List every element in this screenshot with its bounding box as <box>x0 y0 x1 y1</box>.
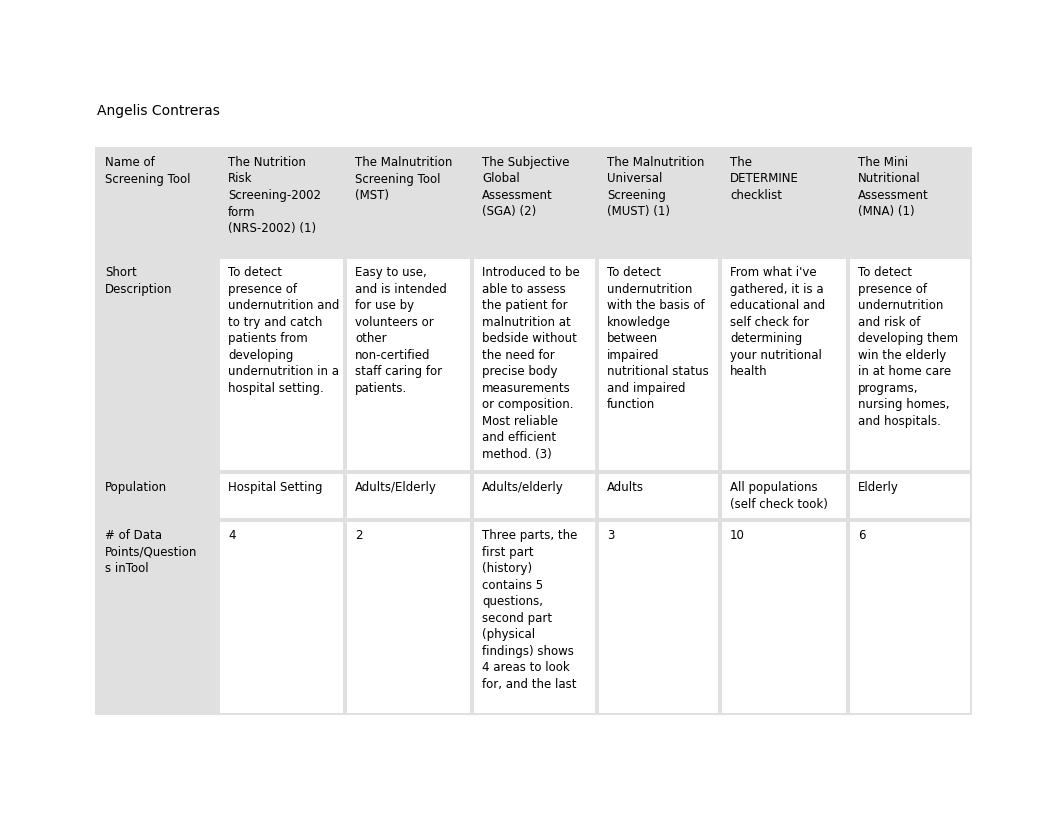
Text: 2: 2 <box>355 529 362 542</box>
Bar <box>347 522 470 713</box>
Text: The Malnutrition
Screening Tool
(MST): The Malnutrition Screening Tool (MST) <box>355 156 452 202</box>
Bar <box>474 259 595 470</box>
Text: Angelis Contreras: Angelis Contreras <box>97 104 220 118</box>
Text: 4: 4 <box>228 529 236 542</box>
Text: To detect
presence of
undernutrition
and risk of
developing them
win the elderly: To detect presence of undernutrition and… <box>858 266 958 427</box>
Bar <box>220 259 343 470</box>
Text: The
DETERMINE
checklist: The DETERMINE checklist <box>730 156 799 202</box>
Text: Introduced to be
able to assess
the patient for
malnutrition at
bedside without
: Introduced to be able to assess the pati… <box>482 266 580 460</box>
Text: Short
Description: Short Description <box>105 266 172 295</box>
Text: Population: Population <box>105 481 167 494</box>
Text: From what i've
gathered, it is a
educational and
self check for
determining
your: From what i've gathered, it is a educati… <box>730 266 825 378</box>
Bar <box>722 522 846 713</box>
Bar <box>722 474 846 518</box>
Bar <box>97 149 216 255</box>
Bar <box>850 149 970 255</box>
Text: Adults: Adults <box>607 481 644 494</box>
Bar <box>347 259 470 470</box>
Bar <box>220 149 343 255</box>
Text: 10: 10 <box>730 529 744 542</box>
Bar <box>722 259 846 470</box>
Bar <box>220 522 343 713</box>
Text: The Malnutrition
Universal
Screening
(MUST) (1): The Malnutrition Universal Screening (MU… <box>607 156 704 219</box>
Bar <box>474 522 595 713</box>
Text: Elderly: Elderly <box>858 481 898 494</box>
Bar <box>97 474 216 518</box>
Text: The Nutrition
Risk
Screening-2002
form
(NRS-2002) (1): The Nutrition Risk Screening-2002 form (… <box>228 156 321 235</box>
Bar <box>599 149 718 255</box>
Text: The Mini
Nutritional
Assessment
(MNA) (1): The Mini Nutritional Assessment (MNA) (1… <box>858 156 929 219</box>
Bar <box>599 474 718 518</box>
Text: Adults/elderly: Adults/elderly <box>482 481 564 494</box>
Bar <box>95 147 972 715</box>
Text: # of Data
Points/Question
s inTool: # of Data Points/Question s inTool <box>105 529 198 575</box>
Text: All populations
(self check took): All populations (self check took) <box>730 481 828 510</box>
Text: Name of
Screening Tool: Name of Screening Tool <box>105 156 190 186</box>
Bar <box>850 522 970 713</box>
Bar <box>599 522 718 713</box>
Bar <box>97 522 216 713</box>
Text: Adults/Elderly: Adults/Elderly <box>355 481 436 494</box>
Text: Hospital Setting: Hospital Setting <box>228 481 323 494</box>
Bar <box>347 474 470 518</box>
Bar <box>97 259 216 470</box>
Bar <box>474 149 595 255</box>
Text: Three parts, the
first part
(history)
contains 5
questions,
second part
(physica: Three parts, the first part (history) co… <box>482 529 578 690</box>
Text: The Subjective
Global
Assessment
(SGA) (2): The Subjective Global Assessment (SGA) (… <box>482 156 569 219</box>
Bar <box>722 149 846 255</box>
Text: To detect
presence of
undernutrition and
to try and catch
patients from
developi: To detect presence of undernutrition and… <box>228 266 340 395</box>
Bar <box>220 474 343 518</box>
Text: Easy to use,
and is intended
for use by
volunteers or
other
non-certified
staff : Easy to use, and is intended for use by … <box>355 266 447 395</box>
Bar <box>599 259 718 470</box>
Bar <box>347 149 470 255</box>
Bar <box>850 259 970 470</box>
Text: 6: 6 <box>858 529 866 542</box>
Text: 3: 3 <box>607 529 615 542</box>
Bar <box>474 474 595 518</box>
Text: To detect
undernutrition
with the basis of
knowledge
between
impaired
nutritiona: To detect undernutrition with the basis … <box>607 266 708 411</box>
Bar <box>850 474 970 518</box>
